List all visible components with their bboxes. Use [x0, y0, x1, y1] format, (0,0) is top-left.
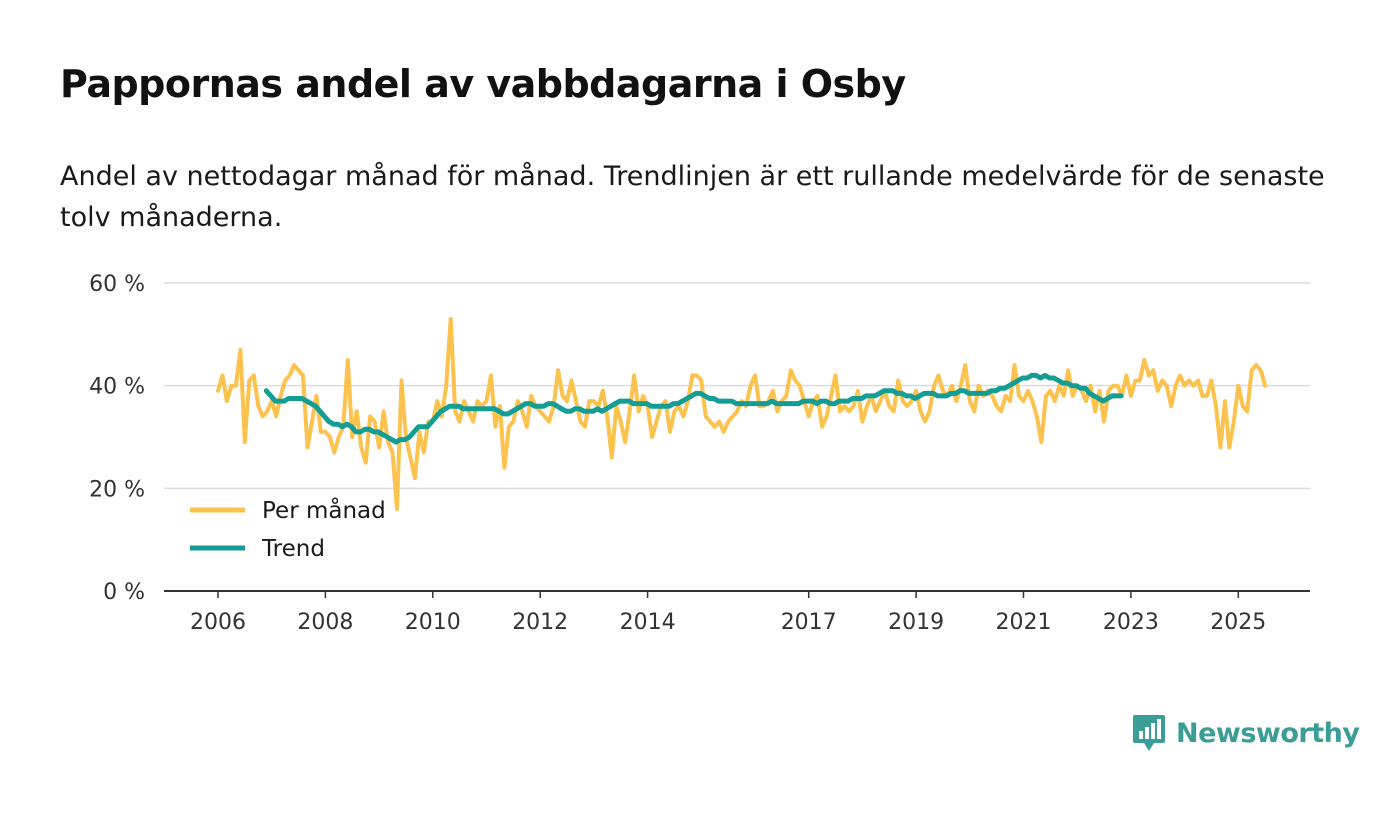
y-tick-label: 40 %: [89, 375, 145, 400]
x-tick-label: 2010: [405, 610, 461, 635]
newsworthy-logo-icon: [1133, 715, 1165, 751]
newsworthy-logo-text: Newsworthy: [1176, 717, 1360, 749]
chart-title: Pappornas andel av vabbdagarna i Osby: [60, 62, 906, 106]
y-tick-label: 20 %: [89, 477, 145, 502]
legend: Per månad Trend: [190, 496, 386, 562]
legend-label-per-manad: Per månad: [262, 496, 386, 524]
chart-subtitle: Andel av nettodagar månad för månad. Tre…: [60, 161, 1325, 233]
legend-label-trend: Trend: [261, 536, 325, 562]
y-axis-ticks: 0 % 20 % 40 % 60 %: [89, 272, 145, 605]
x-tick-label: 2021: [996, 610, 1052, 635]
x-tick-label: 2008: [297, 610, 353, 635]
y-tick-label: 60 %: [89, 272, 145, 297]
series-lines: [216, 316, 1268, 511]
series-line-per-manad: [216, 316, 1268, 511]
x-tick-label: 2025: [1210, 610, 1266, 635]
x-tick-label: 2023: [1103, 610, 1159, 635]
x-axis-ticks: 2006 2008 2010 2012 2014 2017 2019 2021 2023 2025: [190, 591, 1266, 635]
y-tick-label: 0 %: [103, 580, 145, 605]
x-tick-label: 2012: [512, 610, 568, 635]
x-tick-label: 2006: [190, 610, 246, 635]
series-line-trend: [263, 372, 1124, 445]
x-tick-label: 2019: [888, 610, 944, 635]
newsworthy-logo: Newsworthy: [1132, 712, 1360, 754]
gridlines: [164, 282, 1310, 490]
x-tick-label: 2014: [620, 610, 676, 635]
x-tick-label: 2017: [781, 610, 837, 635]
